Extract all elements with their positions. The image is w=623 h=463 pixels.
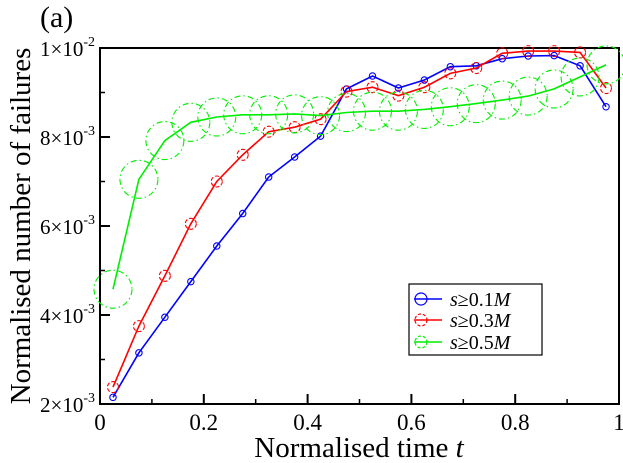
legend-marker xyxy=(414,292,428,306)
x-tick-label: 0.4 xyxy=(293,410,322,435)
x-axis-label-var: t xyxy=(456,432,465,463)
x-tick-label: 1 xyxy=(613,410,623,435)
plot-area: 0 0.2 0.4 0.6 0.8 12×10-34×10-36×10-38×10-31×… xyxy=(40,35,623,435)
legend-label: s≥0.5M xyxy=(450,332,512,354)
y-axis-label: Normalised number of failures xyxy=(5,48,37,405)
data-point xyxy=(132,320,145,333)
data-point xyxy=(470,61,483,75)
data-point xyxy=(392,89,405,102)
data-point xyxy=(602,102,610,111)
series-line xyxy=(112,50,607,388)
data-point xyxy=(210,175,223,188)
data-point xyxy=(446,62,455,71)
series-layer xyxy=(93,45,623,402)
data-point xyxy=(158,269,171,282)
data-point xyxy=(430,87,470,127)
data-point xyxy=(418,81,431,94)
data-point xyxy=(498,54,506,63)
y-tick-label: 6×10-3 xyxy=(40,213,95,239)
x-axis-label-text: Normalised time xyxy=(254,432,448,463)
ticks-layer: 0 0.2 0.4 0.6 0.8 12×10-34×10-36×10-38×10-31×… xyxy=(40,35,623,435)
data-point xyxy=(368,72,377,80)
data-point xyxy=(586,45,623,85)
data-point xyxy=(314,113,327,126)
x-tick-label: 0.2 xyxy=(189,410,218,435)
data-point xyxy=(119,159,159,199)
y-tick-label: 1×10-2 xyxy=(40,35,95,61)
legend: s≥0.1Ms≥0.3Ms≥0.5M xyxy=(408,283,543,356)
data-point xyxy=(223,95,263,135)
data-point xyxy=(238,209,247,218)
y-tick-exponent: -3 xyxy=(83,391,95,406)
y-tick-mantissa: 8×10 xyxy=(40,126,83,150)
data-point xyxy=(378,91,418,131)
series-line xyxy=(112,64,607,290)
data-point xyxy=(508,76,548,116)
data-point xyxy=(576,62,584,70)
legend-label: s≥0.3M xyxy=(450,310,512,332)
data-point xyxy=(262,125,275,138)
data-point xyxy=(599,82,613,95)
data-point xyxy=(135,349,143,357)
y-tick-mantissa: 2×10 xyxy=(40,393,83,417)
data-point xyxy=(394,84,403,92)
y-tick-mantissa: 6×10 xyxy=(40,215,83,239)
x-tick-label: 0.8 xyxy=(501,410,530,435)
data-point xyxy=(534,69,574,109)
data-point xyxy=(236,148,249,161)
data-point xyxy=(264,173,273,181)
data-point xyxy=(496,47,509,60)
data-point xyxy=(522,45,535,58)
data-point xyxy=(301,96,341,136)
data-point xyxy=(548,45,561,58)
y-tick-exponent: -3 xyxy=(83,302,95,317)
data-point xyxy=(213,242,221,250)
data-point xyxy=(249,95,289,135)
data-point xyxy=(524,52,532,60)
data-point xyxy=(184,217,197,230)
legend-marker xyxy=(414,313,428,327)
data-point xyxy=(420,76,429,84)
series-0 xyxy=(109,51,610,402)
x-tick-label: 0 xyxy=(94,410,106,435)
x-axis-label: Normalised time t xyxy=(254,432,464,463)
data-point xyxy=(106,381,120,394)
data-point xyxy=(316,132,325,140)
data-point xyxy=(197,97,237,137)
data-point xyxy=(482,80,522,120)
series-line xyxy=(112,54,607,398)
data-point xyxy=(109,393,117,402)
data-point xyxy=(366,81,379,94)
data-point xyxy=(275,94,315,134)
data-point xyxy=(161,313,169,321)
data-point xyxy=(404,89,444,129)
y-tick-mantissa: 1×10 xyxy=(40,37,83,61)
data-point xyxy=(340,85,353,98)
data-point xyxy=(290,153,299,161)
data-point xyxy=(574,46,587,59)
data-point xyxy=(456,84,496,124)
y-tick-mantissa: 4×10 xyxy=(40,304,83,328)
x-tick-label: 0.6 xyxy=(397,410,426,435)
legend-marker xyxy=(414,335,428,349)
y-tick-exponent: -3 xyxy=(83,124,95,139)
series-2 xyxy=(93,45,623,309)
data-point xyxy=(171,102,211,142)
y-tick-exponent: -3 xyxy=(83,213,95,228)
data-point xyxy=(187,277,195,286)
y-tick-exponent: -2 xyxy=(83,35,95,50)
data-point xyxy=(560,57,600,97)
data-point xyxy=(352,91,393,131)
y-tick-label: 4×10-3 xyxy=(40,302,95,328)
data-point xyxy=(93,269,133,309)
panel-label: (a) xyxy=(40,1,73,34)
y-tick-label: 8×10-3 xyxy=(40,124,95,150)
legend-label: s≥0.1M xyxy=(450,289,512,311)
y-tick-label: 2×10-3 xyxy=(40,391,95,417)
data-point xyxy=(550,51,558,60)
data-point xyxy=(326,92,367,133)
data-point xyxy=(444,67,457,80)
